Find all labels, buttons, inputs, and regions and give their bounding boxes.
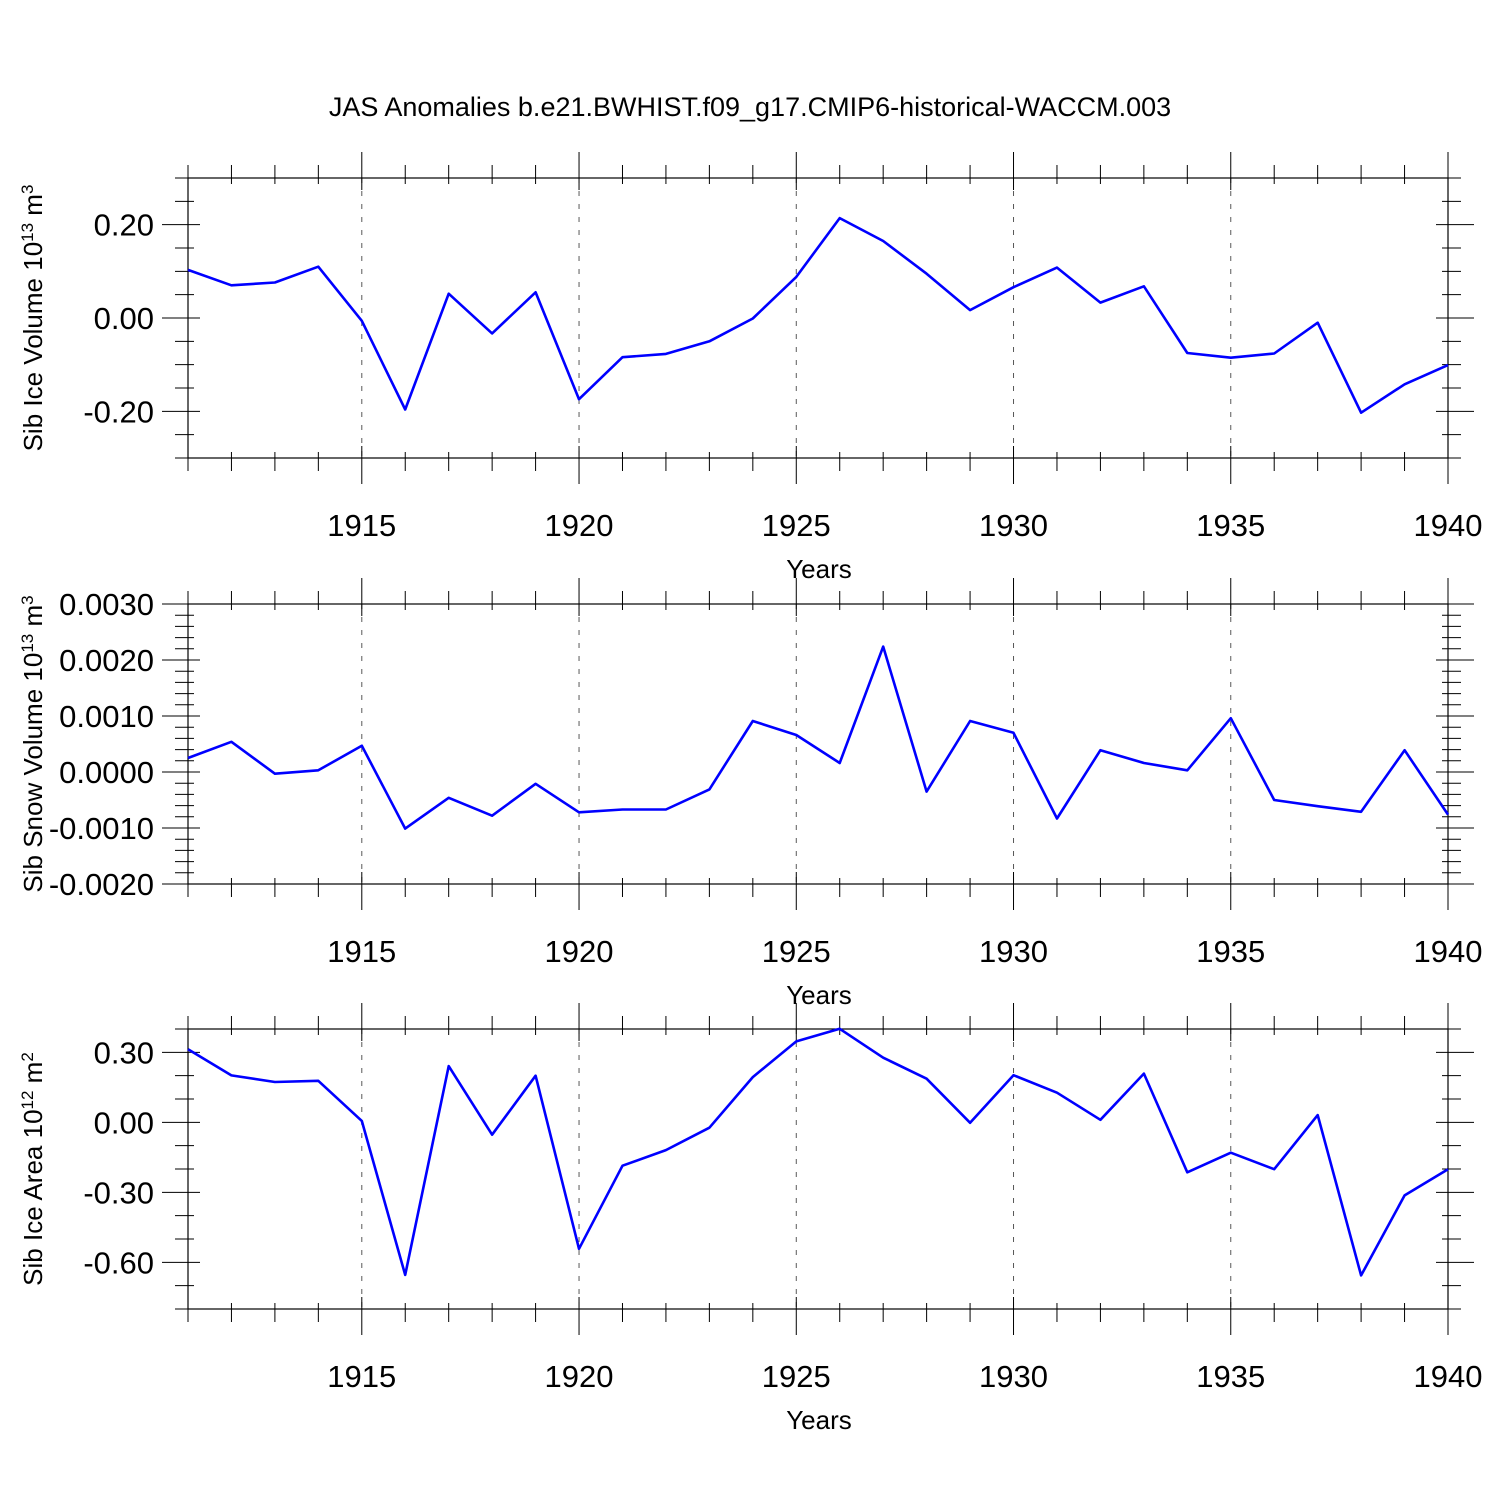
y-axis-title-part: m: [18, 194, 48, 223]
x-tick-label: 1925: [762, 1359, 831, 1394]
y-tick-label: -0.60: [83, 1245, 154, 1280]
y-axis-title-part: m: [18, 605, 48, 634]
x-tick-label: 1920: [545, 508, 614, 543]
chart-panel-2: 1915 1920 1925 1930 1935 1940 0.0030 0.0020 0.00…: [18, 578, 1482, 1010]
y-axis-title-superscript: 13: [18, 223, 37, 242]
x-tick-label: 1920: [545, 934, 614, 969]
x-tick-label: 1915: [327, 934, 396, 969]
x-tick-label: 1930: [979, 1359, 1048, 1394]
x-tick-label: 1925: [762, 934, 831, 969]
x-axis-title: Years: [786, 554, 852, 584]
series-line: [187, 645, 1450, 830]
series-line: [187, 216, 1449, 415]
y-tick-label: 0.00: [94, 1105, 154, 1140]
y-tick-label: 0.20: [94, 208, 154, 243]
x-axis-title: Years: [786, 980, 852, 1010]
y-axis-title-part: Sib Ice Area 10: [18, 1109, 48, 1285]
x-tick-label: 1940: [1414, 934, 1483, 969]
x-tick-label: 1930: [979, 934, 1048, 969]
y-tick-label: 0.0010: [59, 699, 154, 734]
y-axis-title-superscript: 12: [18, 1091, 37, 1110]
chart-panels: 1915 1920 1925 1930 1935 1940 0.20 0.00 -0.20 Yea…: [18, 152, 1482, 1435]
x-tick-label: 1920: [545, 1359, 614, 1394]
y-axis-title-part: Sib Ice Volume 10: [18, 242, 48, 452]
x-tick-label: 1935: [1196, 1359, 1265, 1394]
y-tick-label: 0.0000: [59, 755, 154, 790]
y-axis-title-part: Sib Snow Volume 10: [18, 653, 48, 893]
chart-panel-1: 1915 1920 1925 1930 1935 1940 0.20 0.00 -0.20 Yea…: [18, 152, 1482, 584]
x-tick-label: 1925: [762, 508, 831, 543]
y-axis-title: Sib Snow Volume 1013 m3: [18, 595, 48, 892]
y-tick-label: -0.20: [83, 394, 154, 429]
chart-title: JAS Anomalies b.e21.BWHIST.f09_g17.CMIP6…: [329, 92, 1171, 122]
chart-panel-3: 1915 1920 1925 1930 1935 1940 0.30 0.00 -0.30 -0.…: [18, 1003, 1482, 1435]
plot-frame: [187, 177, 1449, 459]
y-tick-label: -0.30: [83, 1175, 154, 1210]
y-tick-label: 0.30: [94, 1035, 154, 1070]
y-axis-title-superscript: 3: [18, 595, 37, 604]
x-tick-label: 1940: [1414, 1359, 1483, 1394]
y-tick-label: 0.00: [94, 301, 154, 336]
y-tick-label: 0.0030: [59, 587, 154, 622]
x-tick-label: 1935: [1196, 934, 1265, 969]
y-axis-title: Sib Ice Volume 1013 m3: [18, 185, 48, 452]
plot-frame: [187, 603, 1449, 885]
plot-frame: [187, 1028, 1449, 1310]
x-tick-label: 1940: [1414, 508, 1483, 543]
y-axis-title-superscript: 13: [18, 634, 37, 653]
x-tick-label: 1915: [327, 508, 396, 543]
x-tick-label: 1915: [327, 1359, 396, 1394]
y-tick-label: -0.0010: [49, 811, 154, 846]
y-tick-label: 0.0020: [59, 643, 154, 678]
x-tick-label: 1935: [1196, 508, 1265, 543]
y-axis-title-superscript: 3: [18, 185, 37, 194]
x-axis-title: Years: [786, 1405, 852, 1435]
series-line: [187, 1027, 1449, 1277]
y-axis-title: Sib Ice Area 1012 m2: [18, 1052, 48, 1286]
y-axis-title-part: m: [18, 1062, 48, 1091]
y-tick-label: -0.0020: [49, 867, 154, 902]
y-axis-title-superscript: 2: [18, 1052, 37, 1061]
x-tick-label: 1930: [979, 508, 1048, 543]
